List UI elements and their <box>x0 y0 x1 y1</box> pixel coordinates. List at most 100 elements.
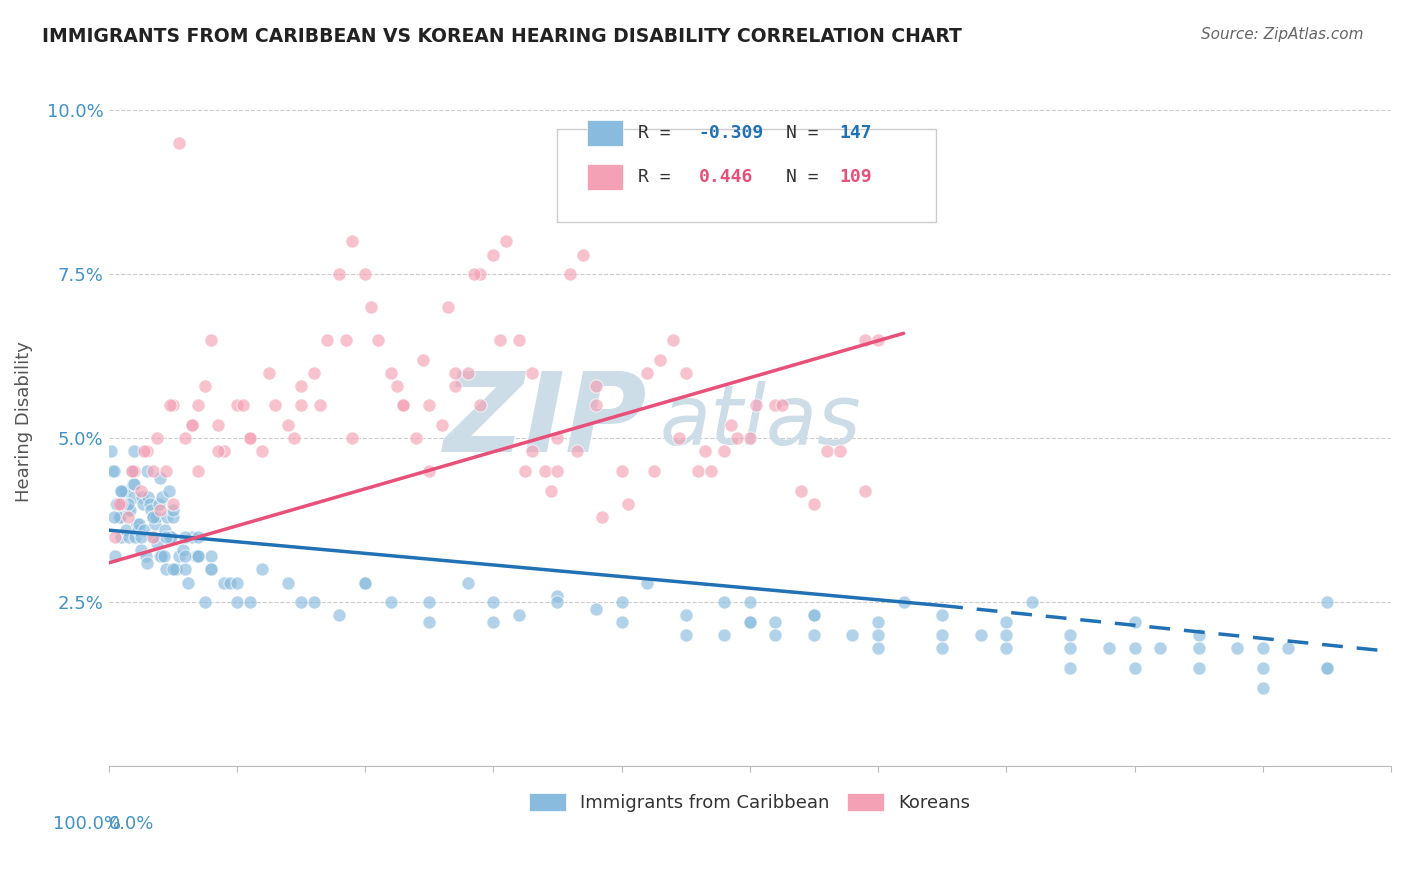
Point <box>162 399 184 413</box>
Point <box>367 333 389 347</box>
Point <box>104 530 127 544</box>
Point <box>212 444 235 458</box>
Point <box>841 628 863 642</box>
Point <box>418 615 440 629</box>
Point <box>225 399 247 413</box>
Point <box>931 608 953 623</box>
Point <box>866 628 889 642</box>
Text: Source: ZipAtlas.com: Source: ZipAtlas.com <box>1201 27 1364 42</box>
Point <box>354 575 377 590</box>
Text: 0.446: 0.446 <box>699 168 752 186</box>
Point <box>412 352 434 367</box>
Point <box>118 530 141 544</box>
Point <box>114 483 136 498</box>
Point <box>572 247 595 261</box>
Point <box>135 549 157 564</box>
Point <box>149 549 172 564</box>
Point <box>636 575 658 590</box>
Point <box>1316 661 1339 675</box>
Point <box>675 608 697 623</box>
Point <box>200 562 222 576</box>
Point <box>290 399 312 413</box>
Point <box>636 366 658 380</box>
Point <box>166 562 188 576</box>
Point <box>107 510 129 524</box>
Point <box>713 444 735 458</box>
Point <box>790 483 813 498</box>
Point <box>162 562 184 576</box>
Point <box>207 418 229 433</box>
Point <box>148 497 170 511</box>
Point <box>1123 615 1146 629</box>
Point <box>763 628 786 642</box>
Point <box>150 491 173 505</box>
Text: atlas: atlas <box>659 382 862 462</box>
Point <box>328 608 350 623</box>
Point <box>117 503 139 517</box>
Point <box>738 615 761 629</box>
FancyBboxPatch shape <box>586 120 623 146</box>
Point <box>565 444 588 458</box>
Point <box>713 595 735 609</box>
Point <box>174 562 197 576</box>
Point <box>803 628 825 642</box>
Point <box>225 595 247 609</box>
Point <box>1123 661 1146 675</box>
Point <box>866 333 889 347</box>
Point <box>803 497 825 511</box>
Point <box>931 641 953 656</box>
Legend: Immigrants from Caribbean, Koreans: Immigrants from Caribbean, Koreans <box>522 786 977 819</box>
Point <box>546 589 568 603</box>
Point <box>745 399 768 413</box>
Point <box>520 366 543 380</box>
Point <box>225 575 247 590</box>
Point <box>1226 641 1249 656</box>
Point <box>162 503 184 517</box>
Point <box>187 549 209 564</box>
Point <box>546 595 568 609</box>
Point <box>309 399 332 413</box>
Point <box>1059 661 1081 675</box>
Point <box>121 464 143 478</box>
Point <box>115 523 138 537</box>
Point <box>1021 595 1043 609</box>
Point <box>815 444 838 458</box>
Point <box>693 444 716 458</box>
Point <box>174 431 197 445</box>
Point <box>380 366 402 380</box>
Point <box>110 530 132 544</box>
Point <box>392 399 415 413</box>
Point <box>315 333 337 347</box>
Point <box>969 628 991 642</box>
Point <box>239 431 262 445</box>
Point <box>155 530 177 544</box>
Point <box>610 615 633 629</box>
Point <box>443 366 465 380</box>
Point <box>437 300 460 314</box>
Point <box>360 300 382 314</box>
Point <box>725 431 748 445</box>
Point <box>340 431 363 445</box>
Y-axis label: Hearing Disability: Hearing Disability <box>15 342 32 502</box>
Point <box>136 556 159 570</box>
Point <box>277 575 299 590</box>
Text: 147: 147 <box>839 124 872 142</box>
Point <box>167 136 190 150</box>
Point <box>150 549 173 564</box>
Point <box>828 444 851 458</box>
Point <box>520 444 543 458</box>
Point <box>738 615 761 629</box>
Point <box>142 464 165 478</box>
Point <box>675 628 697 642</box>
Point <box>763 399 786 413</box>
Point <box>995 641 1018 656</box>
Point <box>117 510 139 524</box>
Point <box>385 379 408 393</box>
Point <box>152 549 174 564</box>
Point <box>136 444 159 458</box>
Point <box>174 530 197 544</box>
Point <box>129 530 152 544</box>
Point <box>1188 641 1211 656</box>
Point <box>107 497 129 511</box>
Point <box>931 628 953 642</box>
